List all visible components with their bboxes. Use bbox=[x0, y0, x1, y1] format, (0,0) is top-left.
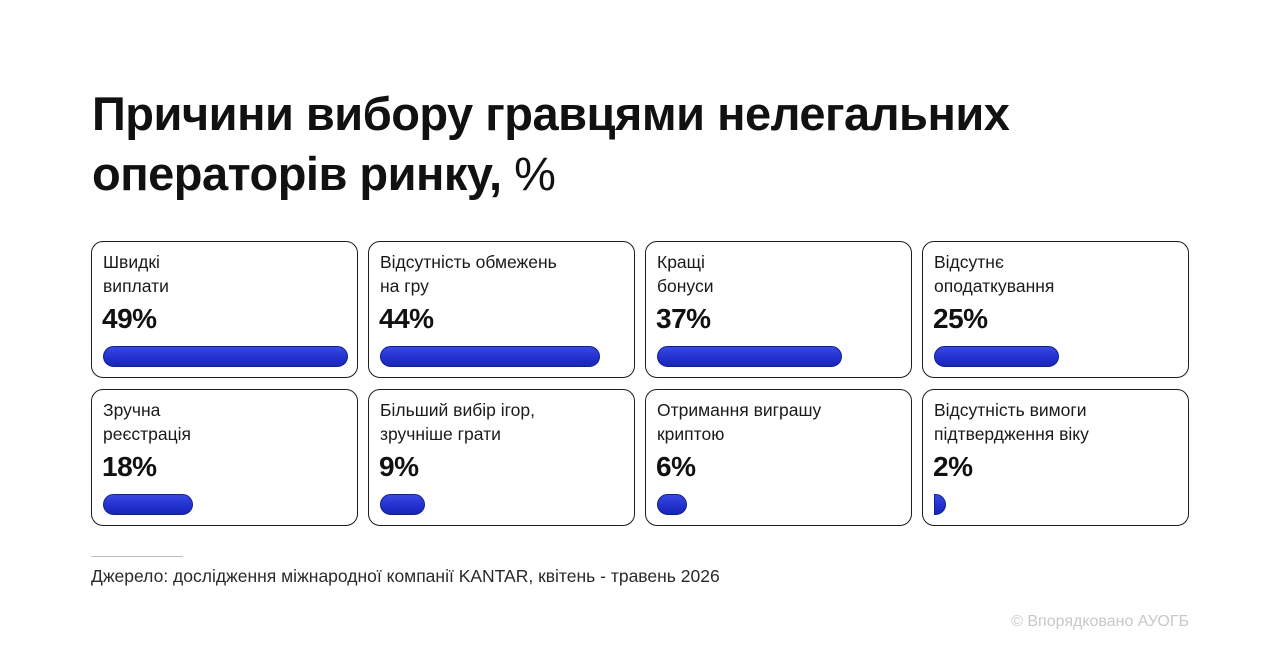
bar-track bbox=[103, 346, 348, 367]
bar-card: Більший вибір ігор, зручніше грати 9% bbox=[368, 389, 635, 526]
value-label: 18% bbox=[102, 451, 157, 482]
category-label-line: на гру bbox=[380, 276, 429, 296]
bar bbox=[380, 346, 600, 367]
bar-track bbox=[657, 494, 902, 515]
value-label: 9% bbox=[379, 451, 419, 482]
category-label: Зручна реєстрація bbox=[103, 398, 343, 446]
bar bbox=[103, 346, 348, 367]
bar-card: Зручна реєстрація 18% bbox=[91, 389, 358, 526]
category-label-line: Зручна bbox=[103, 400, 161, 420]
bar-track bbox=[934, 494, 1179, 515]
source-note: Джерело: дослідження міжнародної компані… bbox=[91, 566, 720, 586]
bar bbox=[934, 346, 1059, 367]
category-label-line: Кращі bbox=[657, 252, 705, 272]
category-label-line: виплати bbox=[103, 276, 169, 296]
bar-card: Кращі бонуси 37% bbox=[645, 241, 912, 378]
chart-title-text: Причини вибору гравцями нелегальних опер… bbox=[92, 87, 1010, 200]
source-divider bbox=[91, 556, 183, 557]
category-label-line: Відсутність обмежень bbox=[380, 252, 557, 272]
bar-card: Швидкі виплати 49% bbox=[91, 241, 358, 378]
category-label: Відсутнє оподаткування bbox=[934, 250, 1174, 298]
chart-title-unit: % bbox=[514, 147, 556, 200]
value-label: 44% bbox=[379, 303, 434, 334]
category-label-line: Відсутнє bbox=[934, 252, 1004, 272]
category-label: Більший вибір ігор, зручніше грати bbox=[380, 398, 620, 446]
bar-track bbox=[103, 494, 348, 515]
bar bbox=[934, 494, 946, 515]
bar-card: Відсутнє оподаткування 25% bbox=[922, 241, 1189, 378]
bar-track bbox=[380, 494, 625, 515]
value-label: 25% bbox=[933, 303, 988, 334]
category-label: Відсутність вимоги підтвердження віку bbox=[934, 398, 1174, 446]
bar-track bbox=[934, 346, 1179, 367]
category-label-line: підтвердження віку bbox=[934, 424, 1089, 444]
category-label: Кращі бонуси bbox=[657, 250, 897, 298]
bar bbox=[657, 346, 842, 367]
bar-card: Відсутність вимоги підтвердження віку 2% bbox=[922, 389, 1189, 526]
category-label-line: Швидкі bbox=[103, 252, 160, 272]
credit-note: © Впорядковано АУОГБ bbox=[1011, 613, 1189, 630]
category-label: Швидкі виплати bbox=[103, 250, 343, 298]
bar-track bbox=[657, 346, 902, 367]
bar bbox=[103, 494, 193, 515]
category-label-line: Отримання виграшу bbox=[657, 400, 822, 420]
value-label: 2% bbox=[933, 451, 973, 482]
bar bbox=[657, 494, 687, 515]
value-label: 6% bbox=[656, 451, 696, 482]
category-label-line: Більший вибір ігор, bbox=[380, 400, 535, 420]
chart-title: Причини вибору гравцями нелегальних опер… bbox=[92, 84, 1192, 204]
value-label: 37% bbox=[656, 303, 711, 334]
category-label-line: криптою bbox=[657, 424, 725, 444]
bar bbox=[380, 494, 425, 515]
bar-track bbox=[380, 346, 625, 367]
bar-card: Отримання виграшу криптою 6% bbox=[645, 389, 912, 526]
category-label-line: бонуси bbox=[657, 276, 714, 296]
category-label-line: зручніше грати bbox=[380, 424, 501, 444]
bar-card: Відсутність обмежень на гру 44% bbox=[368, 241, 635, 378]
category-label: Відсутність обмежень на гру bbox=[380, 250, 620, 298]
category-label: Отримання виграшу криптою bbox=[657, 398, 897, 446]
bar-card-grid: Швидкі виплати 49% Відсутність обмежень на г… bbox=[91, 241, 1189, 526]
category-label-line: реєстрація bbox=[103, 424, 192, 444]
category-label-line: оподаткування bbox=[934, 276, 1055, 296]
category-label-line: Відсутність вимоги bbox=[934, 400, 1087, 420]
value-label: 49% bbox=[102, 303, 157, 334]
